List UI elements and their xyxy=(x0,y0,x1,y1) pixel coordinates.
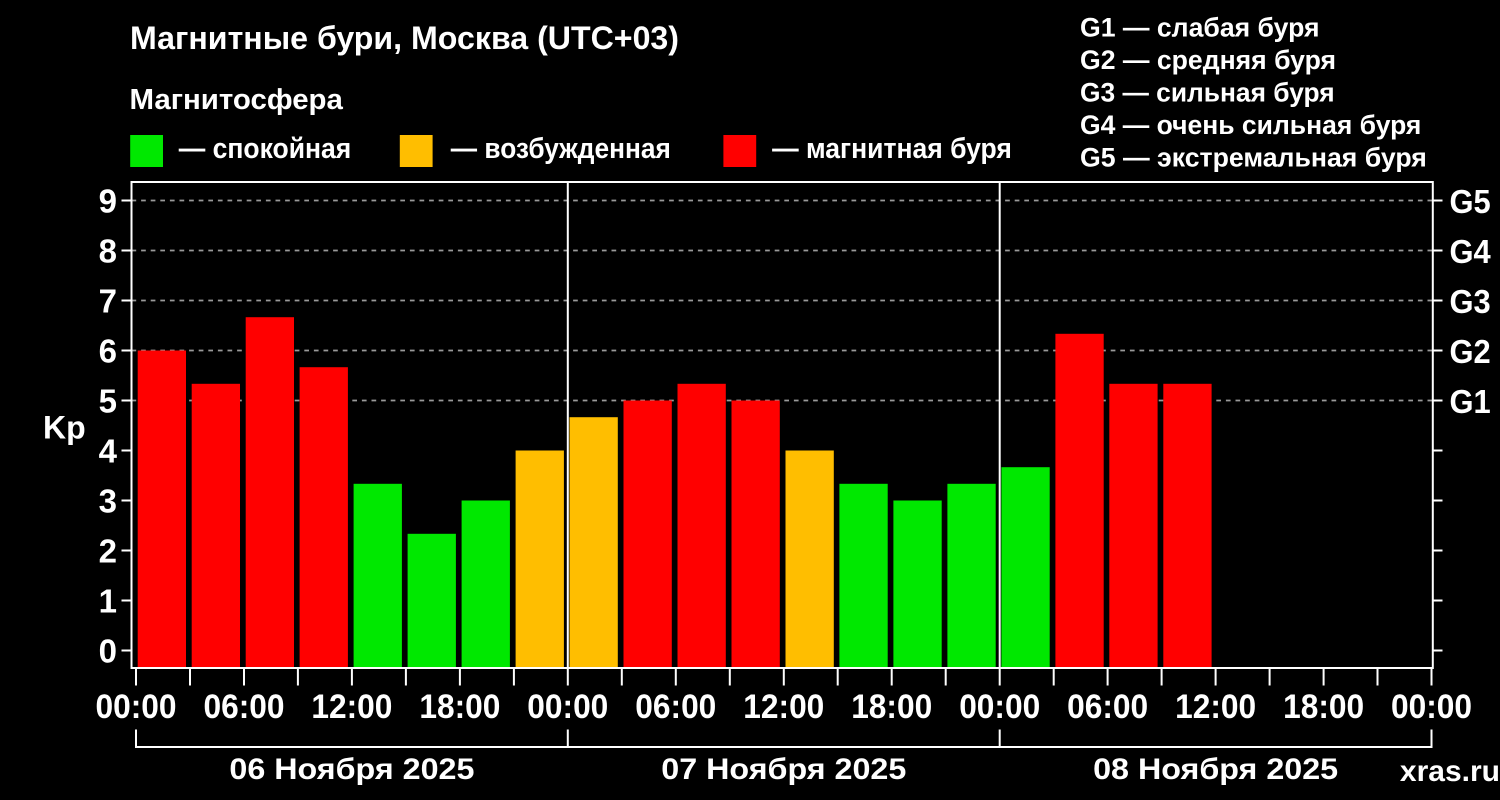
svg-text:G3 — сильная буря: G3 — сильная буря xyxy=(1080,78,1335,108)
svg-text:Магнитосфера: Магнитосфера xyxy=(130,84,344,116)
svg-text:G1 — слабая буря: G1 — слабая буря xyxy=(1080,13,1320,43)
svg-text:00:00: 00:00 xyxy=(959,688,1040,726)
svg-text:Kp: Kp xyxy=(43,409,86,445)
svg-text:08 Ноября 2025: 08 Ноября 2025 xyxy=(1093,753,1338,786)
svg-text:G4: G4 xyxy=(1450,233,1492,270)
svg-text:G4 — очень сильная буря: G4 — очень сильная буря xyxy=(1080,110,1421,140)
svg-text:G5 — экстремальная буря: G5 — экстремальная буря xyxy=(1080,143,1427,173)
svg-text:18:00: 18:00 xyxy=(851,688,932,726)
svg-text:— возбужденная: — возбужденная xyxy=(451,133,671,165)
svg-text:2: 2 xyxy=(99,533,117,570)
svg-text:9: 9 xyxy=(99,183,117,220)
svg-text:G1: G1 xyxy=(1450,383,1491,420)
svg-text:6: 6 xyxy=(99,333,117,370)
svg-text:06:00: 06:00 xyxy=(1067,688,1148,726)
svg-text:G3: G3 xyxy=(1450,283,1491,320)
svg-text:G2: G2 xyxy=(1450,333,1491,370)
svg-text:G5: G5 xyxy=(1450,183,1491,220)
svg-text:G2 — средняя буря: G2 — средняя буря xyxy=(1080,45,1336,75)
svg-text:5: 5 xyxy=(99,383,117,420)
svg-text:06:00: 06:00 xyxy=(204,688,285,726)
svg-text:1: 1 xyxy=(99,583,117,620)
svg-text:xras.ru: xras.ru xyxy=(1400,755,1500,788)
svg-text:12:00: 12:00 xyxy=(311,688,392,726)
svg-text:12:00: 12:00 xyxy=(1175,688,1256,726)
svg-text:07 Ноября 2025: 07 Ноября 2025 xyxy=(661,753,906,786)
svg-text:00:00: 00:00 xyxy=(96,688,177,726)
svg-text:8: 8 xyxy=(99,233,117,270)
svg-text:Магнитные бури, Москва (UTC+03: Магнитные бури, Москва (UTC+03) xyxy=(130,20,679,56)
svg-text:18:00: 18:00 xyxy=(419,688,500,726)
svg-text:— магнитная буря: — магнитная буря xyxy=(772,133,1012,165)
svg-text:3: 3 xyxy=(99,483,117,520)
svg-text:12:00: 12:00 xyxy=(743,688,824,726)
svg-text:18:00: 18:00 xyxy=(1283,688,1364,726)
svg-text:00:00: 00:00 xyxy=(527,688,608,726)
svg-text:0: 0 xyxy=(99,633,117,670)
svg-text:4: 4 xyxy=(99,433,118,470)
svg-text:— спокойная: — спокойная xyxy=(179,133,352,165)
svg-text:06:00: 06:00 xyxy=(635,688,716,726)
svg-text:00:00: 00:00 xyxy=(1391,688,1472,726)
svg-text:7: 7 xyxy=(99,283,117,320)
svg-text:06 Ноября 2025: 06 Ноября 2025 xyxy=(229,753,474,786)
